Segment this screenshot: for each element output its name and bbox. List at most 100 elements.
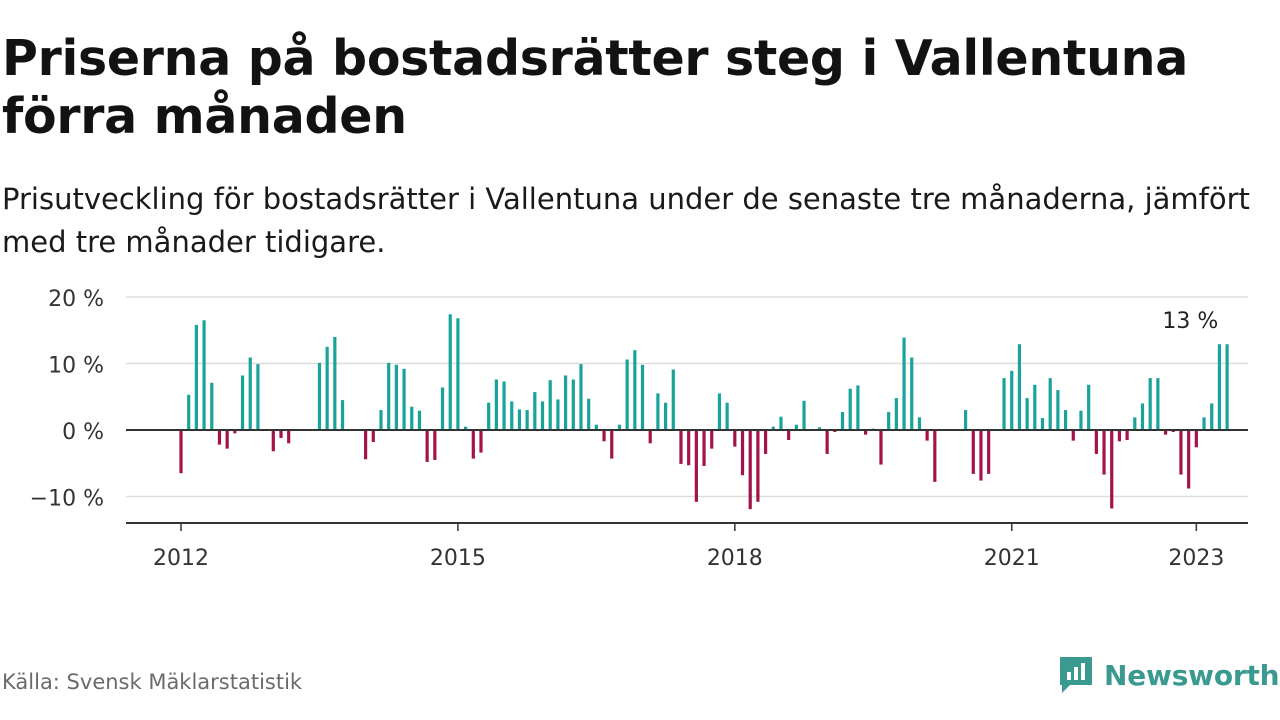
- bar: [502, 381, 506, 430]
- bar: [210, 382, 214, 430]
- bar: [610, 430, 614, 459]
- bar: [679, 430, 683, 464]
- bar: [671, 369, 675, 430]
- bar: [179, 430, 183, 474]
- bar: [879, 430, 883, 465]
- bar: [325, 346, 329, 431]
- bar: [1110, 430, 1114, 509]
- bar: [1210, 403, 1214, 430]
- bar: [1179, 430, 1183, 475]
- bar: [910, 357, 914, 430]
- bar: [648, 430, 652, 444]
- bar: [1156, 378, 1160, 430]
- bar: [564, 375, 568, 430]
- bar: [1133, 417, 1137, 430]
- bar: [1202, 417, 1206, 430]
- bar: [1117, 430, 1122, 442]
- bar: [1148, 378, 1152, 430]
- bar: [802, 400, 806, 430]
- bar: [448, 314, 452, 430]
- bar: [763, 430, 768, 454]
- bar: [779, 416, 783, 430]
- bar: [1187, 430, 1191, 489]
- brand-name: Newsworthy: [1104, 658, 1280, 692]
- bar: [387, 362, 391, 430]
- bar: [694, 430, 698, 502]
- bar: [894, 398, 898, 430]
- bar: [1163, 430, 1168, 435]
- bar: [340, 400, 345, 431]
- bar: [417, 410, 422, 431]
- bar: [494, 379, 498, 430]
- bar: [840, 412, 845, 430]
- bar: [1225, 344, 1229, 430]
- bar: [856, 385, 860, 430]
- bar: [256, 364, 260, 430]
- y-tick-label: 0 %: [62, 420, 104, 445]
- bar: [456, 318, 460, 430]
- bar: [925, 430, 929, 441]
- bar-chart: 20 % 10 % 0 % −10 % 2012 2015 2018 2021 2023 13 %: [30, 287, 1248, 571]
- bar: [548, 380, 552, 431]
- x-tick-label: 2015: [430, 546, 486, 571]
- tick-labels: 20 % 10 % 0 % −10 % 2012 2015 2018 2021 2023 13 %: [30, 287, 1225, 571]
- bar: [1125, 430, 1129, 440]
- bar: [1140, 403, 1145, 430]
- bar: [510, 401, 514, 430]
- bar: [771, 426, 775, 431]
- bar: [533, 392, 537, 430]
- bar: [787, 430, 791, 440]
- bar: [633, 350, 637, 430]
- bar: [317, 362, 322, 430]
- bar: [1040, 418, 1045, 430]
- bars: [179, 314, 1229, 510]
- bar: [394, 364, 398, 430]
- bar: [187, 394, 191, 430]
- bar: [425, 430, 429, 462]
- newsworthy-logo-icon: [1060, 657, 1092, 693]
- x-tick-label: 2018: [707, 546, 763, 571]
- bar: [1071, 430, 1075, 441]
- y-tick-label: −10 %: [30, 487, 104, 512]
- bar: [371, 430, 375, 442]
- bar: [1017, 344, 1022, 430]
- bar: [517, 409, 522, 430]
- bar: [487, 402, 491, 430]
- source-note: Källa: Svensk Mäklarstatistik: [2, 670, 303, 694]
- bar: [194, 324, 198, 430]
- bar: [540, 401, 545, 430]
- bar: [1102, 430, 1106, 475]
- bar: [271, 430, 275, 452]
- bar: [1063, 410, 1068, 430]
- last-value-annotation: 13 %: [1162, 309, 1218, 334]
- bar: [987, 430, 991, 474]
- y-tick-label: 20 %: [48, 287, 104, 312]
- bar: [1056, 390, 1060, 430]
- bar: [1010, 370, 1014, 430]
- bar: [1033, 384, 1037, 430]
- bar: [1094, 430, 1098, 454]
- bar: [556, 399, 560, 430]
- bar: [1087, 384, 1091, 430]
- bar: [733, 430, 737, 447]
- newsworthy-logo: Newsworthy: [1058, 654, 1280, 696]
- bar: [471, 430, 475, 459]
- bar: [979, 430, 983, 481]
- bar: [525, 410, 529, 430]
- bar: [640, 364, 645, 430]
- bar: [740, 430, 745, 476]
- bar: [240, 375, 245, 430]
- bar: [687, 430, 691, 466]
- bar: [725, 402, 729, 430]
- bar: [1025, 398, 1029, 430]
- bar: [217, 430, 222, 445]
- bar: [617, 424, 622, 430]
- bar: [479, 430, 483, 453]
- bar: [571, 379, 575, 430]
- bar: [379, 410, 383, 430]
- bar: [1194, 430, 1198, 448]
- bar: [1217, 344, 1222, 430]
- bar: [402, 368, 406, 430]
- x-tick-label: 2012: [153, 546, 209, 571]
- bar: [225, 430, 229, 449]
